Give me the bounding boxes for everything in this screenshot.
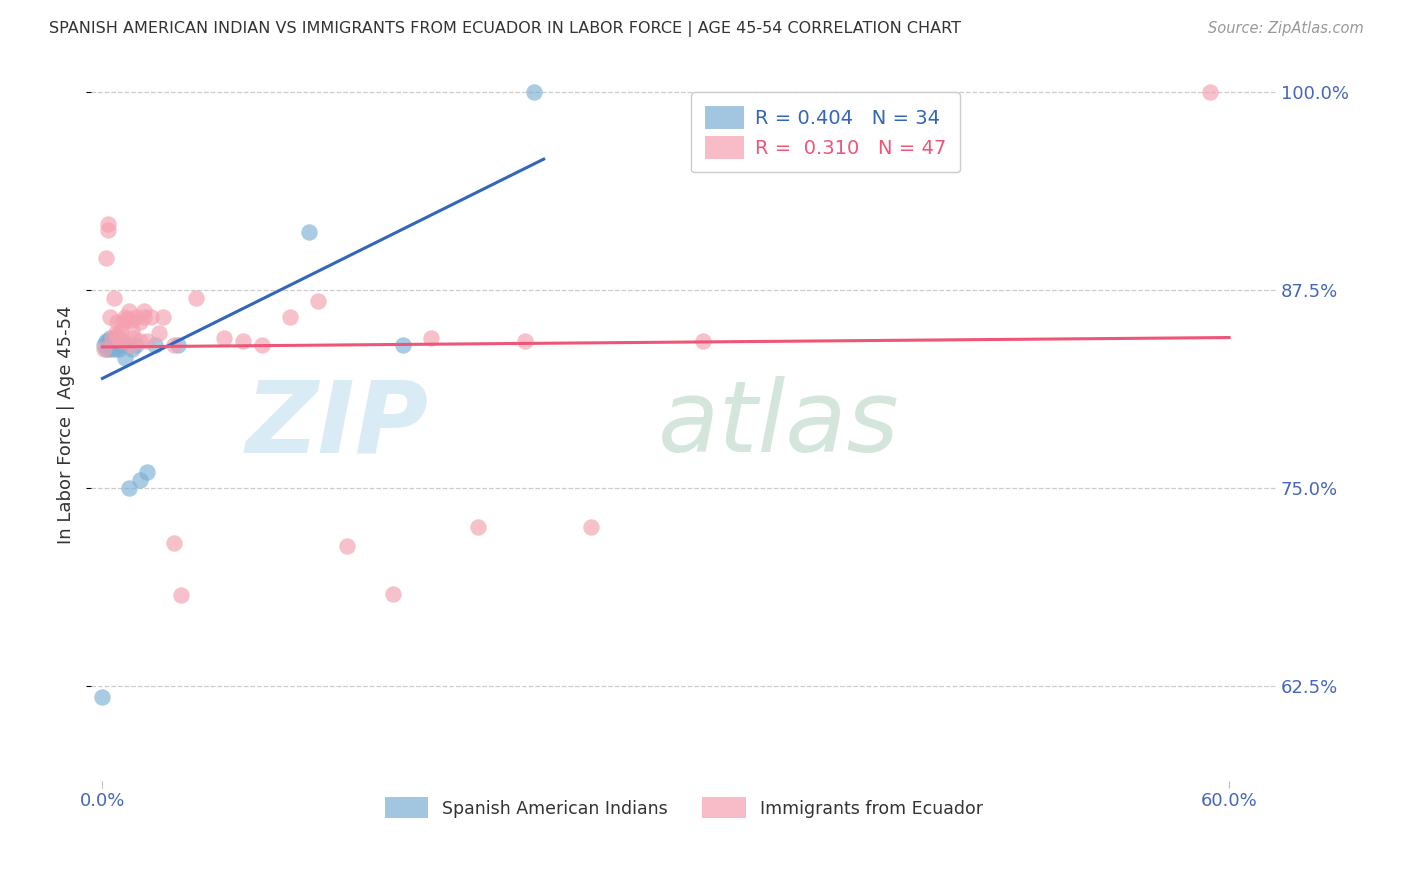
Text: SPANISH AMERICAN INDIAN VS IMMIGRANTS FROM ECUADOR IN LABOR FORCE | AGE 45-54 CO: SPANISH AMERICAN INDIAN VS IMMIGRANTS FR…: [49, 21, 962, 37]
Point: [143, 338, 166, 352]
Point: [148, 326, 170, 340]
Point: [93, 342, 115, 356]
Point: [101, 342, 124, 356]
Point: [101, 330, 124, 344]
Point: [186, 291, 208, 305]
Point: [278, 310, 301, 324]
Point: [118, 303, 141, 318]
Point: [97, 223, 120, 237]
Point: [108, 330, 131, 344]
Point: [97, 334, 120, 348]
Legend: Spanish American Indians, Immigrants from Ecuador: Spanish American Indians, Immigrants fro…: [378, 790, 990, 825]
Point: [163, 338, 186, 352]
Point: [108, 342, 131, 356]
Point: [104, 342, 127, 356]
Point: [129, 315, 152, 329]
Point: [103, 338, 125, 352]
Point: [214, 330, 236, 344]
Point: [120, 338, 142, 352]
Point: [96, 342, 118, 356]
Point: [98, 338, 121, 352]
Point: [104, 330, 127, 344]
Point: [467, 520, 489, 534]
Point: [141, 310, 163, 324]
Point: [110, 338, 132, 352]
Point: [125, 310, 148, 324]
Point: [98, 310, 121, 324]
Point: [513, 334, 536, 348]
Point: [125, 338, 148, 352]
Point: [101, 334, 124, 348]
Point: [166, 338, 188, 352]
Point: [307, 294, 329, 309]
Point: [120, 313, 142, 327]
Point: [170, 589, 193, 603]
Point: [96, 252, 118, 266]
Point: [129, 334, 152, 348]
Point: [692, 334, 714, 348]
Text: Source: ZipAtlas.com: Source: ZipAtlas.com: [1208, 21, 1364, 36]
Point: [110, 323, 132, 337]
Point: [118, 481, 141, 495]
Text: atlas: atlas: [658, 376, 900, 473]
Point: [420, 330, 443, 344]
Point: [579, 520, 602, 534]
Point: [108, 338, 131, 352]
Point: [115, 311, 138, 326]
Point: [114, 351, 136, 365]
Point: [1199, 85, 1222, 99]
Point: [132, 303, 155, 318]
Point: [112, 315, 135, 329]
Point: [112, 335, 135, 350]
Point: [104, 338, 127, 352]
Point: [97, 217, 120, 231]
Point: [107, 330, 129, 344]
Point: [335, 540, 357, 554]
Point: [152, 310, 174, 324]
Y-axis label: In Labor Force | Age 45-54: In Labor Force | Age 45-54: [58, 305, 75, 544]
Point: [124, 330, 146, 344]
Point: [136, 465, 159, 479]
Point: [103, 330, 125, 344]
Point: [121, 342, 143, 356]
Point: [107, 338, 129, 352]
Point: [98, 330, 121, 344]
Point: [121, 323, 143, 337]
Point: [103, 291, 125, 305]
Point: [104, 326, 127, 340]
Point: [107, 315, 129, 329]
Point: [136, 334, 159, 348]
Point: [382, 587, 405, 601]
Point: [110, 334, 132, 348]
Point: [523, 85, 546, 99]
Point: [101, 338, 124, 352]
Point: [91, 690, 114, 704]
Point: [250, 338, 273, 352]
Text: ZIP: ZIP: [246, 376, 429, 473]
Point: [96, 334, 118, 348]
Point: [129, 473, 152, 487]
Point: [93, 338, 115, 352]
Point: [392, 338, 415, 352]
Point: [114, 310, 136, 324]
Point: [132, 310, 155, 324]
Point: [163, 536, 186, 550]
Point: [298, 225, 321, 239]
Point: [232, 334, 254, 348]
Point: [97, 342, 120, 356]
Point: [103, 338, 125, 352]
Point: [107, 334, 129, 348]
